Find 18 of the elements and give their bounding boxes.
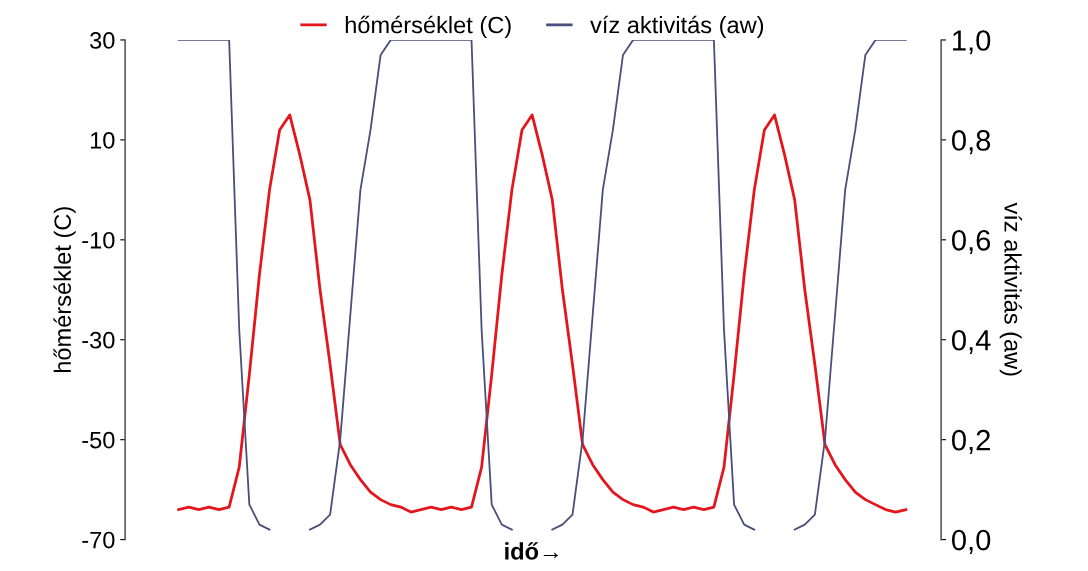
y2-axis-title: víz aktivitás (aw)	[999, 202, 1022, 376]
line-series	[177, 113, 908, 514]
y-tick-label: -70	[82, 531, 115, 549]
y2-tick-label: 0,4	[951, 329, 991, 355]
y-tick-label: 30	[90, 32, 115, 49]
y-tick-label: -30	[82, 331, 115, 349]
y2-tick-label: 1,0	[953, 30, 991, 55]
y2-tick-label: 0,6	[951, 230, 991, 255]
y2-tick-label: 0,0	[951, 529, 991, 554]
y2-tick-label: 0,8	[951, 130, 991, 155]
y-axis-title: hőmérséklet (C)	[53, 207, 76, 373]
y2-tick-label: 0,2	[951, 429, 990, 454]
y-tick-label: -10	[82, 231, 115, 249]
x-axis-title: idő→	[505, 542, 558, 560]
y-tick-label: 10	[90, 131, 115, 149]
y-tick-label: -50	[82, 431, 115, 449]
legend-label: hőmérséklet (C)	[345, 15, 511, 39]
legend-label: víz aktivitás (aw)	[590, 15, 764, 39]
